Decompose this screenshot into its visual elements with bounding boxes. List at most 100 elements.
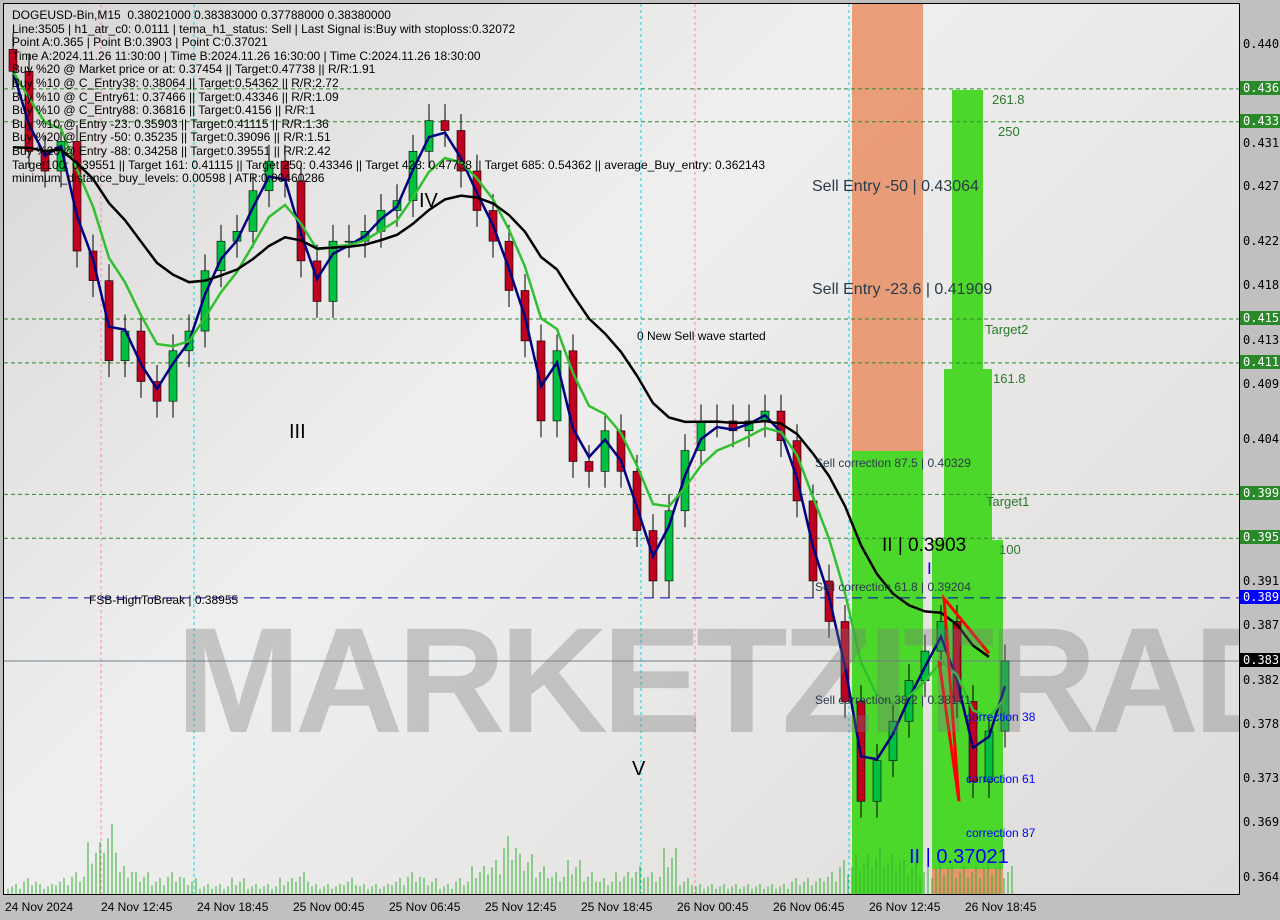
- fib-zone: [852, 4, 923, 451]
- info-line: Buy %20 @ Entry -50: 0.35235 || Target:0…: [12, 130, 331, 145]
- info-line: Point A:0.365 | Point B:0.3903 | Point C…: [12, 35, 268, 50]
- fsb-high-to-break-label: FSB-HighToBreak | 0.38955: [89, 593, 239, 607]
- info-line: minimum_distance_buy_levels: 0.00598 | A…: [12, 171, 325, 186]
- new-sell-wave-label: 0 New Sell wave started: [637, 329, 766, 343]
- ma-fast-line: [11, 70, 1007, 761]
- candle-body: [584, 461, 594, 472]
- price-tag: 0.389: [1240, 589, 1280, 604]
- fib-1618-label: 161.8: [993, 371, 1026, 386]
- candle-body: [808, 500, 818, 582]
- ma-mid-line: [11, 70, 1006, 719]
- point-c-label: II | 0.37021: [909, 846, 1009, 868]
- fib-250-label: 250: [998, 124, 1020, 139]
- y-tick-label: 0.409: [1243, 376, 1280, 391]
- x-tick-label: 24 Nov 18:45: [197, 900, 269, 914]
- sell-correction-618-label: Sell correction 61.8 | 0.39204: [815, 580, 971, 594]
- price-tag: 0.415: [1240, 311, 1280, 325]
- candle-body: [200, 270, 210, 332]
- wave-label-i: I: [927, 559, 932, 578]
- target1-label: Target1: [986, 494, 1030, 509]
- info-line: Line:3505 | h1_atr_c0: 0.0111 | tema_h1_…: [12, 21, 516, 36]
- y-tick-label: 0.418: [1243, 278, 1280, 293]
- candle-body: [984, 730, 994, 782]
- price-tag: 0.411: [1240, 354, 1280, 369]
- fib-zone: [952, 90, 983, 372]
- correction-38-label: correction 38: [966, 710, 1036, 724]
- price-tag: 0.433: [1240, 113, 1280, 128]
- candle-body: [600, 430, 610, 472]
- chart-svg: [4, 4, 1239, 894]
- y-tick-label: 0.440: [1243, 37, 1280, 51]
- correction-87-label: correction 87: [966, 826, 1036, 840]
- watermark-logo: MARKETZITRADE: [176, 596, 1239, 764]
- y-tick-label: 0.382: [1243, 672, 1280, 687]
- ma-slow-line: [12, 146, 990, 658]
- info-line: Buy %10 @ C_Entry38: 0.38064 || Target:0…: [12, 75, 339, 90]
- y-tick-label: 0.391: [1243, 574, 1280, 589]
- wave-label-iii: III: [289, 421, 306, 443]
- y-tick-label: 0.369: [1243, 815, 1280, 830]
- x-tick-label: 26 Nov 00:45: [677, 900, 749, 914]
- x-tick-label: 25 Nov 12:45: [485, 900, 557, 914]
- fib-zone: [852, 451, 923, 894]
- abc-pattern-line: [937, 593, 991, 802]
- x-tick-label: 25 Nov 18:45: [581, 900, 653, 914]
- x-tick-label: 24 Nov 2024: [5, 900, 74, 914]
- y-tick-label: 0.427: [1243, 179, 1280, 194]
- info-line: Buy %20 @ Market price or at: 0.37454 ||…: [12, 62, 376, 77]
- sell-entry-50-label: Sell Entry -50 | 0.43064: [812, 178, 979, 195]
- x-tick-label: 25 Nov 06:45: [389, 900, 461, 914]
- info-line: Buy %10 @ C_Entry88: 0.36816 || Target:0…: [12, 103, 316, 118]
- y-tick-label: 0.364: [1243, 869, 1280, 884]
- wave-label-iv: IV: [419, 190, 438, 212]
- candle-body: [88, 250, 98, 281]
- sell-entry-236-label: Sell Entry -23.6 | 0.41909: [812, 281, 993, 298]
- fib-zone: [944, 369, 992, 540]
- candle-body: [616, 430, 626, 472]
- chart-plot-area[interactable]: MARKETZITRADE DOGEUSD-Bin,M15 0.38021000…: [3, 3, 1240, 895]
- price-tag: 0.399: [1240, 486, 1280, 501]
- candle-body: [872, 760, 882, 802]
- point-b-label: II | 0.3903: [882, 535, 967, 556]
- x-tick-label: 24 Nov 12:45: [101, 900, 173, 914]
- candle-body: [440, 120, 450, 131]
- candle-body: [952, 621, 962, 702]
- candle-body: [552, 350, 562, 422]
- y-tick-label: 0.431: [1243, 135, 1280, 150]
- info-line: Target100: 0.39551 || Target 161: 0.4111…: [12, 157, 766, 172]
- candle-body: [968, 701, 978, 782]
- candle-body: [152, 381, 162, 402]
- sell-correction-875-label: Sell correction 87.5 | 0.40329: [815, 456, 971, 470]
- sell-correction-382-label: Sell correction 38.2 | 0.38171: [815, 693, 971, 707]
- candle-body: [248, 190, 258, 232]
- y-tick-label: 0.387: [1243, 617, 1280, 632]
- indicator-info-panel: DOGEUSD-Bin,M15 0.38021000 0.38383000 0.…: [12, 8, 766, 186]
- price-tag: 0.383: [1240, 652, 1280, 667]
- x-tick-label: 26 Nov 12:45: [869, 900, 941, 914]
- y-tick-label: 0.378: [1243, 716, 1280, 731]
- fib-2618-label: 261.8: [992, 92, 1025, 107]
- candle-body: [328, 240, 338, 302]
- candle-body: [344, 240, 354, 243]
- y-tick-label: 0.404: [1243, 431, 1280, 446]
- wave-label-v: V: [632, 758, 646, 780]
- correction-61-label: correction 61: [966, 772, 1036, 786]
- info-line: DOGEUSD-Bin,M15 0.38021000 0.38383000 0.…: [12, 8, 391, 22]
- candle-body: [568, 350, 578, 462]
- candle-body: [664, 510, 674, 582]
- candle-body: [56, 141, 66, 172]
- price-tag: 0.436: [1240, 80, 1280, 95]
- y-tick-label: 0.422: [1243, 234, 1280, 249]
- candle-body: [632, 471, 642, 531]
- y-tick-label: 0.413: [1243, 332, 1280, 347]
- info-line: Buy %20 @ Entry -88: 0.34258 || Target:0…: [12, 143, 331, 158]
- x-tick-label: 26 Nov 18:45: [965, 900, 1037, 914]
- fib-100-label: 100: [999, 542, 1021, 557]
- candle-body: [792, 440, 802, 502]
- target2-label: Target2: [985, 322, 1029, 337]
- candle-body: [104, 280, 114, 361]
- x-tick-label: 25 Nov 00:45: [293, 900, 365, 914]
- info-line: Buy %10 @ Entry -23: 0.35903 || Target:0…: [12, 116, 329, 131]
- y-tick-label: 0.373: [1243, 771, 1280, 786]
- info-line: Time A:2024.11.26 11:30:00 | Time B:2024…: [12, 48, 481, 63]
